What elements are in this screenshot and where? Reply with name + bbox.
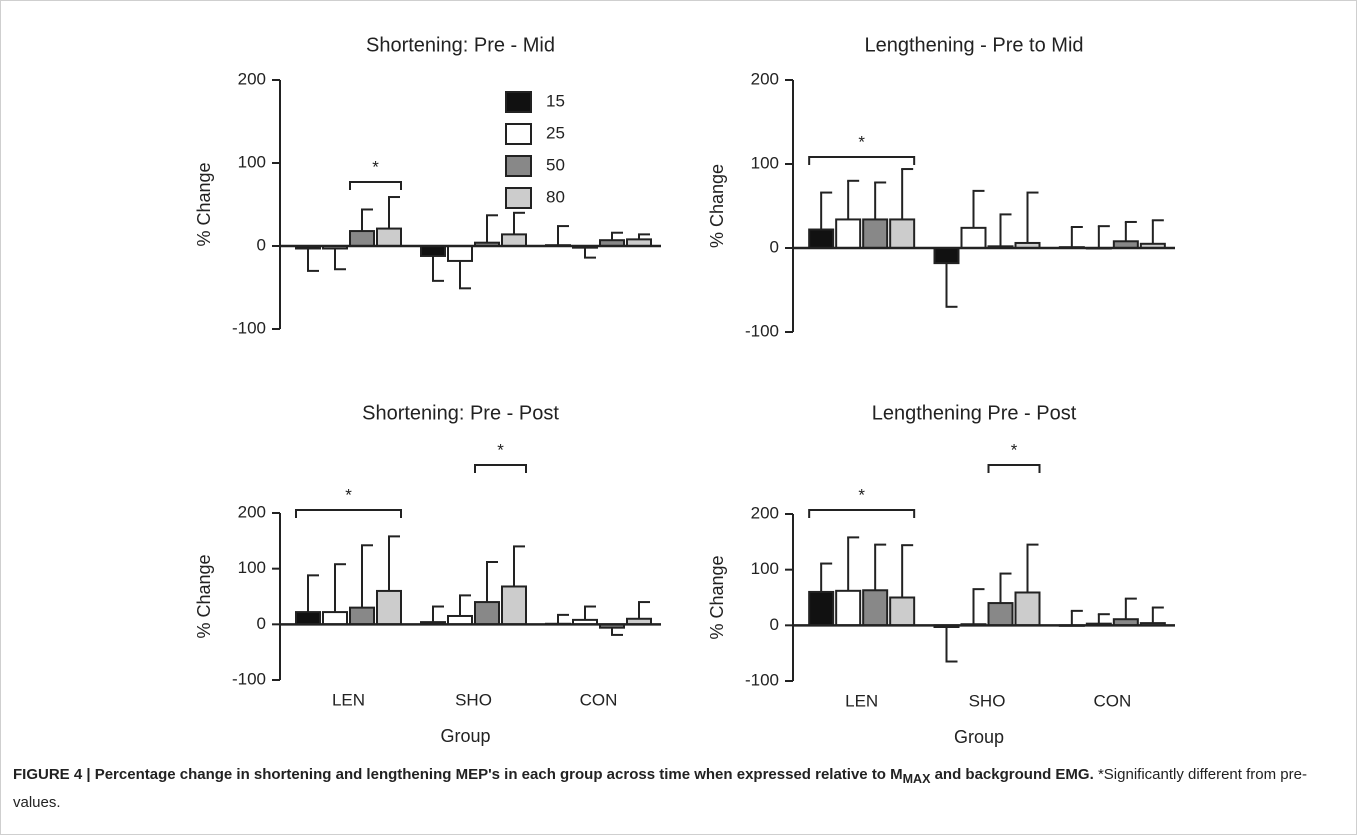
bar: [349, 606, 375, 626]
legend-swatch: [505, 123, 532, 145]
bar: [474, 601, 500, 626]
bar: [420, 245, 446, 257]
y-axis-label: % Change: [707, 555, 727, 639]
y-tick-label: -100: [745, 321, 779, 340]
y-tick-label: 0: [770, 237, 779, 256]
bar: [376, 227, 402, 248]
annotation: *: [497, 440, 504, 459]
bar: [808, 228, 835, 250]
bar: [960, 226, 987, 249]
caption-bold: FIGURE 4 | Percentage change in shorteni…: [13, 766, 903, 783]
significance-bracket: [808, 156, 916, 165]
significance-bracket: [987, 464, 1041, 473]
bar: [889, 596, 916, 627]
bar: [349, 230, 375, 247]
annotation: *: [858, 132, 865, 151]
legend-swatch: [505, 187, 532, 209]
y-axis-label: % Change: [194, 554, 214, 638]
bar: [808, 590, 835, 627]
legend-label: 80: [546, 187, 565, 206]
x-tick-label: LEN: [332, 690, 365, 709]
chart-title: Lengthening Pre - Post: [872, 402, 1077, 424]
bar: [447, 614, 473, 626]
annotation: *: [345, 485, 352, 504]
x-axis-label: Group: [954, 727, 1004, 747]
legend-label: 15: [546, 91, 565, 110]
y-tick-label: 0: [770, 615, 779, 634]
y-tick-label: -100: [745, 670, 779, 689]
y-tick-label: 100: [751, 153, 779, 172]
bar: [889, 218, 916, 250]
caption-note: *Significantly different from pre-values…: [13, 766, 1307, 811]
legend-swatch: [505, 91, 532, 113]
bar: [987, 602, 1014, 627]
y-tick-label: 200: [238, 502, 266, 521]
caption-subscript: MAX: [902, 772, 931, 786]
caption: FIGURE 4 | Percentage change in shorteni…: [13, 763, 1343, 815]
significance-bracket: [295, 509, 402, 518]
annotation: *: [1011, 440, 1018, 459]
x-tick-label: SHO: [969, 691, 1006, 710]
bar: [501, 585, 527, 626]
y-tick-label: 200: [751, 69, 779, 88]
y-tick-label: 100: [751, 559, 779, 578]
bar: [862, 218, 889, 250]
y-tick-label: 200: [238, 69, 266, 88]
y-tick-label: 100: [238, 152, 266, 171]
bar: [322, 611, 348, 626]
chart: Shortening: Pre - Mid % Change -100 0 100 200…: [194, 34, 1175, 747]
annotation: *: [372, 157, 379, 176]
legend-swatch: [505, 155, 532, 177]
bar: [295, 611, 321, 626]
caption-bold: and background EMG.: [930, 766, 1094, 783]
chart-title: Shortening: Pre - Post: [362, 402, 559, 424]
legend-label: 50: [546, 155, 565, 174]
significance-bracket: [349, 181, 402, 190]
bar: [447, 245, 473, 262]
bar: [862, 589, 889, 627]
bar: [376, 589, 402, 626]
y-axis-label: % Change: [194, 162, 214, 246]
chart-title: Shortening: Pre - Mid: [366, 34, 555, 56]
x-tick-label: CON: [580, 690, 618, 709]
y-tick-label: -100: [232, 318, 266, 337]
significance-bracket: [474, 464, 527, 473]
significance-bracket: [808, 509, 916, 518]
chart-title: Lengthening - Pre to Mid: [864, 34, 1083, 56]
bar: [933, 247, 960, 265]
bar: [835, 589, 862, 627]
y-axis-label: % Change: [707, 164, 727, 248]
y-tick-label: 200: [751, 503, 779, 522]
bar: [835, 218, 862, 250]
y-tick-label: 0: [257, 614, 266, 633]
x-tick-label: LEN: [845, 691, 878, 710]
bar: [1014, 591, 1041, 627]
x-tick-label: CON: [1093, 691, 1131, 710]
y-tick-label: 100: [238, 558, 266, 577]
y-tick-label: -100: [232, 669, 266, 688]
legend-label: 25: [546, 123, 565, 142]
x-axis-label: Group: [440, 726, 490, 746]
y-tick-label: 0: [257, 235, 266, 254]
bar: [501, 233, 527, 248]
x-tick-label: SHO: [455, 690, 492, 709]
annotation: *: [858, 485, 865, 504]
